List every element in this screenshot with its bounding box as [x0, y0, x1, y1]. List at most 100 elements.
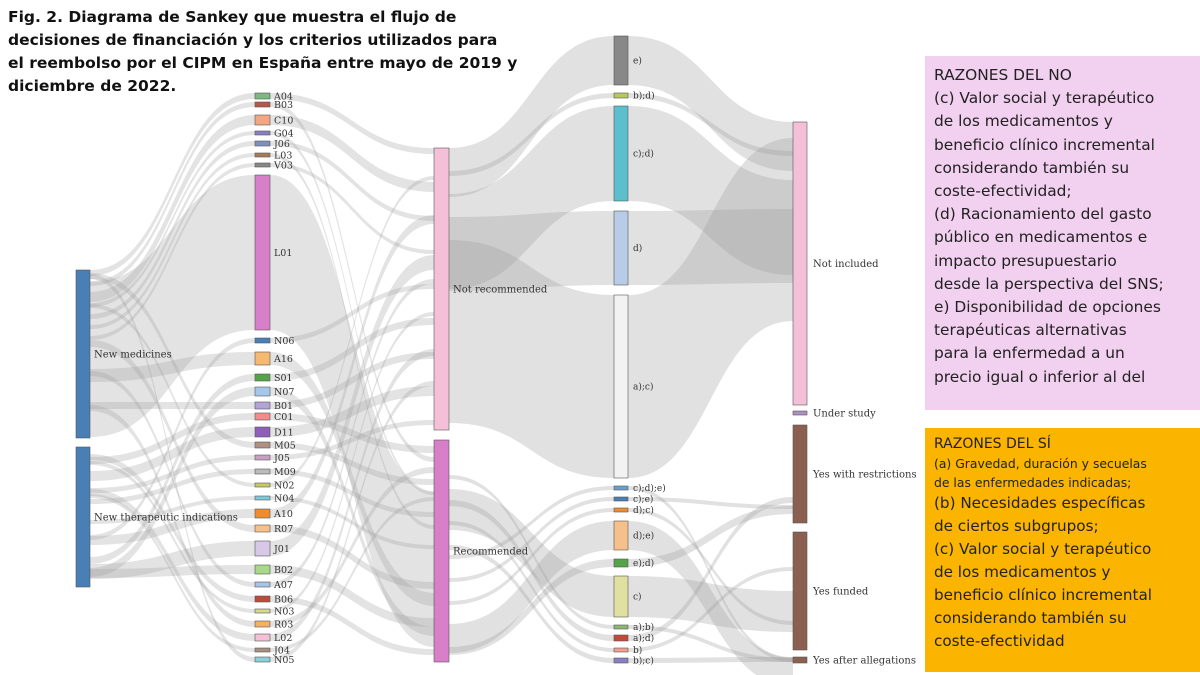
criteria-label-c: c) — [633, 592, 642, 603]
sankey-link — [628, 106, 793, 275]
criteria-label-a-b: a);b) — [633, 622, 654, 633]
atc-label-j04: J04 — [273, 645, 290, 656]
reasons-si-item-a: (a) Gravedad, duración y secuelas de las… — [934, 456, 1147, 490]
recommendation-label-recommended: Recommended — [453, 547, 529, 558]
atc-node-b06 — [254, 595, 271, 603]
sankey-link — [90, 494, 255, 652]
criteria-node-e — [613, 35, 629, 86]
sankey-link — [90, 273, 255, 448]
sankey-link — [449, 500, 614, 641]
sankey-link — [628, 567, 793, 652]
atc-node-m05 — [254, 441, 271, 449]
atc-node-l02 — [254, 633, 271, 642]
sankey-link — [270, 596, 434, 655]
sankey-link — [90, 455, 255, 493]
sankey-link — [270, 255, 434, 556]
atc-node-l03 — [254, 152, 271, 158]
sankey-link — [90, 115, 255, 302]
source-node-new-therapeutic-indications — [75, 446, 91, 588]
criteria-label-d-c: d);c) — [633, 505, 654, 516]
atc-label-s01: S01 — [274, 373, 293, 384]
sankey-link — [449, 211, 614, 291]
atc-label-b03: B03 — [274, 100, 293, 111]
sankey-link — [270, 312, 434, 613]
recommendation-node-not-recommended — [433, 147, 450, 431]
sankey-link — [90, 454, 255, 602]
sankey-link — [90, 413, 255, 464]
outcome-label-not-included: Not included — [813, 259, 879, 270]
atc-label-l03: L03 — [274, 150, 292, 161]
sankey-link — [449, 486, 614, 559]
sankey-link — [270, 115, 434, 192]
atc-node-v03 — [254, 162, 271, 168]
sankey-link — [90, 427, 255, 481]
atc-node-c10 — [254, 114, 271, 126]
criteria-label-c-d-e: c);d);e) — [633, 483, 666, 494]
figure-title: Fig. 2. Diagrama de Sankey que muestra e… — [8, 8, 518, 95]
sankey-link — [628, 625, 793, 662]
atc-label-j01: J01 — [273, 544, 290, 555]
atc-node-a04 — [254, 92, 271, 100]
criteria-label-a-c: a);c) — [633, 382, 653, 393]
sankey-diagram: New medicines New therapeutic indications… — [75, 35, 917, 675]
sankey-link — [90, 405, 255, 627]
atc-node-b03 — [254, 101, 271, 108]
criteria-label-c-d: c);d) — [633, 149, 654, 160]
sankey-link — [449, 508, 614, 605]
reasons-si-panel: RAZONES DEL SÍ (a) Gravedad, duración y … — [925, 428, 1200, 672]
atc-node-d11 — [254, 426, 271, 438]
sankey-link — [270, 215, 434, 518]
sankey-link — [628, 138, 793, 478]
atc-node-a07 — [254, 581, 271, 588]
sankey-link — [90, 93, 255, 276]
sankey-link — [90, 374, 255, 564]
criteria-node-c — [613, 575, 629, 618]
atc-node-r03 — [254, 620, 271, 628]
criteria-node-d-c — [613, 507, 629, 513]
atc-label-a07: A07 — [273, 580, 293, 591]
atc-label-c01: C01 — [274, 412, 293, 423]
sankey-link — [628, 497, 793, 641]
sankey-link — [90, 141, 255, 319]
sankey-link — [449, 93, 614, 176]
sankey-link — [449, 36, 614, 197]
sankey-link — [270, 413, 434, 453]
outcome-label-yes-funded: Yes funded — [812, 587, 869, 598]
sankey-link — [270, 93, 434, 154]
atc-label-n02: N02 — [274, 480, 294, 491]
recommendation-label-not-recommended: Not recommended — [453, 285, 548, 296]
sankey-link — [270, 387, 434, 636]
sankey-link — [628, 506, 793, 567]
sankey-link — [628, 657, 793, 663]
source-label-new-medicines: New medicines — [94, 350, 172, 361]
criteria-label-b-c: b);c) — [633, 656, 654, 667]
atc-label-b06: B06 — [274, 594, 293, 605]
atc-label-r07: R07 — [274, 524, 293, 535]
reasons-no-panel: RAZONES DEL NO (c) Valor social y terapé… — [925, 56, 1200, 410]
atc-node-a16 — [254, 351, 271, 366]
sankey-link — [90, 489, 255, 641]
sankey-link — [90, 461, 255, 613]
atc-label-l02: L02 — [274, 633, 292, 644]
sankey-link — [270, 141, 434, 221]
sankey-link — [90, 340, 255, 532]
sankey-links — [90, 36, 793, 675]
sankey-link — [628, 486, 793, 662]
sankey-link — [270, 420, 434, 460]
criteria-node-d — [613, 210, 629, 286]
sankey-link — [270, 318, 434, 381]
reasons-no-title: RAZONES DEL NO — [934, 66, 1072, 84]
sankey-link — [270, 102, 434, 462]
atc-label-a04: A04 — [273, 91, 293, 102]
reasons-no-body: (c) Valor social y terapéutico de los me… — [934, 89, 1164, 386]
criteria-node-b — [613, 647, 629, 653]
atc-label-c10: C10 — [274, 115, 293, 126]
sankey-link — [90, 387, 255, 577]
atc-node-c01 — [254, 412, 271, 421]
atc-label-g04: G04 — [274, 128, 294, 139]
sankey-link — [270, 352, 434, 606]
criteria-label-d-e: d);e) — [633, 531, 654, 542]
atc-node-b01 — [254, 401, 271, 410]
sankey-link — [270, 175, 434, 647]
sankey-link — [449, 475, 614, 629]
